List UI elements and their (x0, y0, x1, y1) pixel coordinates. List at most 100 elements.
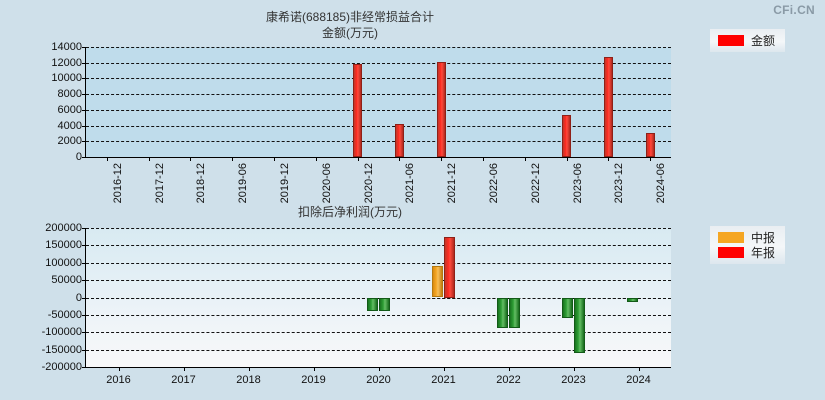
x-axis-tick-label: 2017-12 (153, 163, 166, 204)
y-axis-tick-mark (82, 47, 86, 48)
x-axis-tick-label: 2016-12 (111, 163, 124, 204)
x-axis-tick-label: 2020-12 (362, 163, 375, 204)
x-axis-tick-mark (508, 367, 510, 371)
x-axis-tick-label: 2018 (236, 374, 261, 386)
y-axis-tick-mark (82, 280, 86, 282)
x-axis-tick-mark (482, 157, 484, 161)
gridline (86, 109, 671, 111)
x-axis-tick-label: 2021-12 (446, 163, 459, 204)
x-axis-tick-mark (315, 157, 317, 161)
chart-bar[interactable] (645, 133, 655, 157)
x-axis-tick-mark (524, 157, 526, 161)
chart-bar[interactable] (509, 297, 520, 329)
chart-bar[interactable] (562, 297, 573, 318)
x-axis-tick-label: 2021 (431, 374, 456, 386)
x-axis-tick-label: 2023 (561, 374, 586, 386)
x-axis-tick-mark (274, 157, 276, 161)
chart-bar[interactable] (432, 266, 443, 298)
top-chart-axis-title: 金额(万元) (322, 26, 378, 40)
y-axis-tick-label: 8000 (57, 88, 82, 101)
y-axis-tick-label: 2000 (57, 135, 82, 148)
bottom-chart-legend: 中报 年报 (710, 226, 786, 264)
chart-bar[interactable] (627, 297, 638, 302)
gridline (86, 78, 671, 80)
y-axis-tick-mark (82, 157, 86, 158)
x-axis-tick-label: 2017 (171, 374, 196, 386)
bottom-chart-plot-area: -200000 -150000 -100000 -50000 0 50000 100000 1… (42, 222, 671, 386)
chart-bar[interactable] (379, 297, 390, 311)
y-axis-tick-label: -150000 (41, 343, 82, 356)
chart-bar[interactable] (603, 57, 613, 157)
x-axis-tick-mark (573, 367, 575, 371)
y-axis-tick-label: 0 (75, 151, 82, 163)
x-axis-tick-label: 2024-06 (655, 163, 668, 204)
legend-swatch-icon (718, 232, 744, 243)
legend-item[interactable]: 金额 (718, 33, 775, 48)
y-axis-tick-mark (82, 367, 86, 368)
y-axis-tick-label: 150000 (45, 239, 82, 252)
y-axis-tick-label: -100000 (41, 326, 82, 339)
zero-line (86, 297, 671, 299)
legend-item[interactable]: 年报 (718, 245, 775, 260)
x-axis-tick-label: 2020-06 (320, 163, 333, 204)
y-axis-tick-label: -50000 (47, 308, 82, 321)
y-axis-tick-mark (82, 62, 86, 64)
chart-bar[interactable] (444, 236, 455, 298)
y-axis-tick-label: 10000 (51, 72, 82, 85)
x-axis-tick-mark (650, 157, 652, 161)
y-axis-tick-mark (82, 109, 86, 111)
y-axis-tick-mark (82, 332, 86, 334)
gridline (86, 349, 671, 351)
x-axis-tick-mark (190, 157, 192, 161)
legend-swatch-icon (718, 247, 744, 258)
x-axis-tick-mark (118, 367, 120, 371)
gridline (86, 141, 671, 143)
chart-bar[interactable] (367, 297, 378, 311)
x-axis-tick-label: 2019-06 (237, 163, 250, 204)
x-axis-tick-mark (399, 157, 401, 161)
y-axis-tick-label: 4000 (57, 119, 82, 132)
chart-bar[interactable] (562, 114, 572, 157)
x-axis-tick-label: 2023-12 (613, 163, 626, 204)
x-axis-tick-label: 2022-06 (487, 163, 500, 204)
chart-bar[interactable] (353, 63, 363, 157)
watermark-label: CFi.CN (773, 3, 815, 17)
y-axis-tick-label: 12000 (51, 56, 82, 69)
y-axis-tick-label: 6000 (57, 103, 82, 116)
x-axis-tick-mark (638, 367, 640, 371)
chart-bar[interactable] (394, 124, 404, 157)
legend-item[interactable]: 中报 (718, 230, 775, 245)
y-axis-tick-label: 200000 (45, 222, 82, 234)
bottom-chart-axis-title: 扣除后净利润(万元) (298, 205, 402, 219)
x-axis-tick-mark (357, 157, 359, 161)
y-axis-tick-mark (82, 141, 86, 143)
x-axis-tick-label: 2023-06 (571, 163, 584, 204)
x-axis-tick-mark (248, 367, 250, 371)
chart-bar[interactable] (436, 61, 446, 157)
y-axis-tick-label: 50000 (51, 274, 82, 287)
x-axis-tick-mark (441, 157, 443, 161)
x-axis-tick-label: 2019-12 (279, 163, 292, 204)
x-axis-tick-mark (378, 367, 380, 371)
y-axis-tick-label: 100000 (45, 256, 82, 269)
legend-item-label: 中报 (751, 231, 776, 245)
x-axis-tick-label: 2022-12 (529, 163, 542, 204)
y-axis-tick-mark (82, 245, 86, 247)
gridline (86, 228, 671, 229)
gridline (86, 332, 671, 334)
y-axis-tick-label: 14000 (51, 41, 82, 53)
gridline (86, 47, 671, 48)
chart-bar[interactable] (497, 297, 508, 329)
chart-bar[interactable] (574, 297, 585, 354)
x-axis-tick-label: 2016 (106, 374, 131, 386)
legend-item-label: 年报 (751, 246, 776, 260)
x-axis-tick-mark (183, 367, 185, 371)
x-axis-tick-mark (106, 157, 108, 161)
y-axis-tick-mark (82, 262, 86, 264)
gridline (86, 314, 671, 316)
x-axis-tick-mark (148, 157, 150, 161)
y-axis-tick-mark (82, 297, 86, 299)
gridline (86, 62, 671, 64)
y-axis-tick-mark (82, 94, 86, 96)
